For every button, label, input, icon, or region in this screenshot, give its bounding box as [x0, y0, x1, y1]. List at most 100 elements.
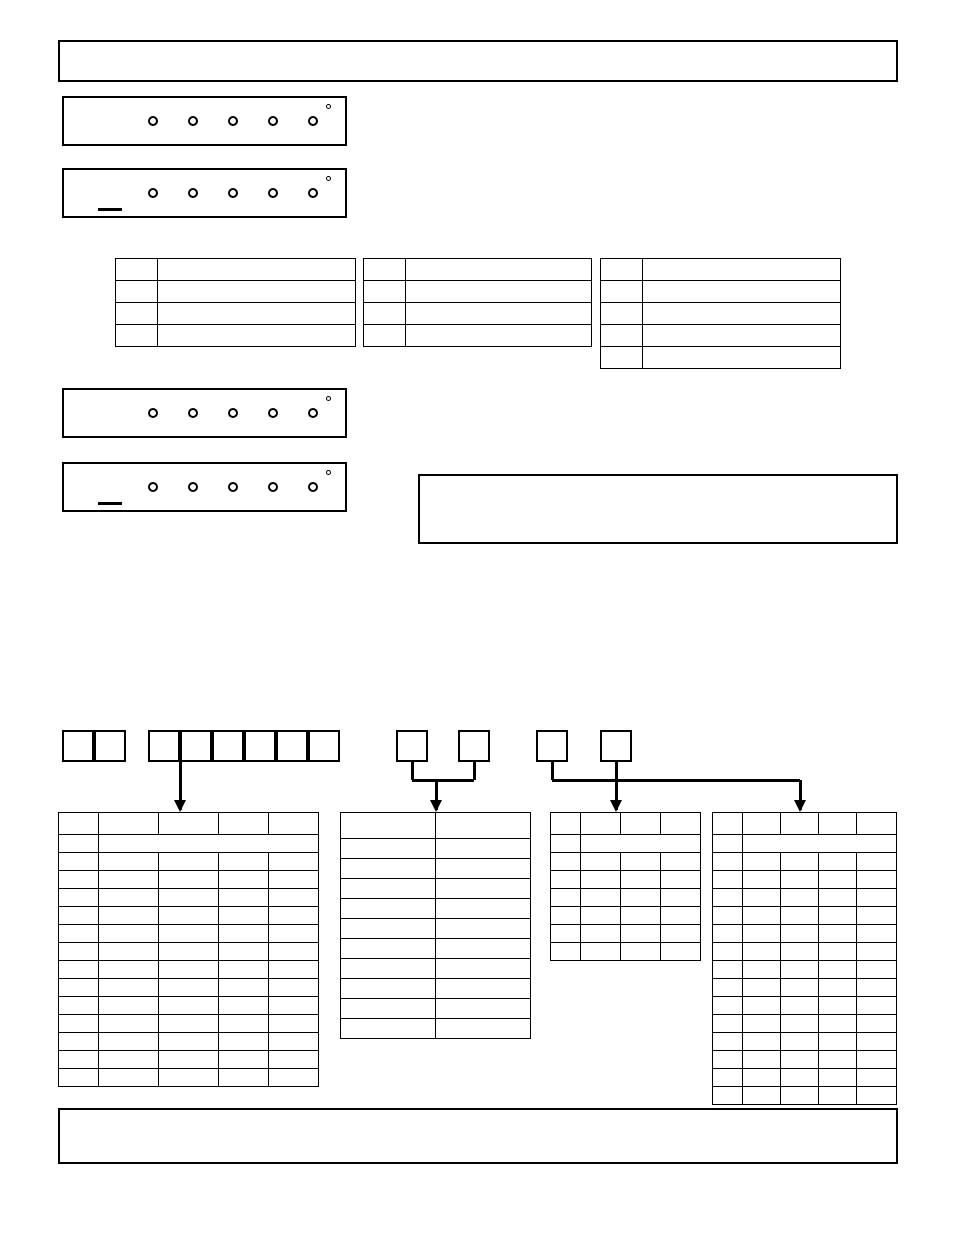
pinhole-icon	[326, 470, 331, 475]
cell	[99, 1051, 159, 1069]
cell	[857, 889, 897, 907]
cell	[159, 997, 219, 1015]
knob-icon	[228, 408, 238, 418]
cell	[158, 281, 356, 303]
cell	[661, 943, 701, 961]
cell	[819, 1087, 857, 1105]
cell	[781, 943, 819, 961]
cell	[159, 979, 219, 997]
code-box	[244, 730, 276, 762]
cell	[781, 925, 819, 943]
cell	[436, 1019, 531, 1039]
cell	[819, 1069, 857, 1087]
cell	[436, 979, 531, 999]
code-box	[180, 730, 212, 762]
cell	[341, 919, 436, 939]
knob-icon	[188, 188, 198, 198]
cell	[743, 1033, 781, 1051]
cell	[364, 259, 406, 281]
cell	[713, 853, 743, 871]
cell	[59, 979, 99, 997]
cell	[99, 1033, 159, 1051]
cell	[819, 853, 857, 871]
cell	[743, 961, 781, 979]
cell	[581, 907, 621, 925]
code-box	[396, 730, 428, 762]
cell	[59, 1015, 99, 1033]
lower-table-d	[712, 812, 897, 1105]
knob-icon	[188, 482, 198, 492]
knob-icon	[268, 408, 278, 418]
header-cell	[661, 813, 701, 835]
cell	[551, 889, 581, 907]
mid-table-mid	[363, 258, 592, 347]
cell	[406, 303, 592, 325]
cell	[551, 853, 581, 871]
cell	[857, 907, 897, 925]
header-cell	[781, 813, 819, 835]
code-box	[94, 730, 126, 762]
header-cell	[99, 813, 159, 835]
cell	[116, 259, 158, 281]
side-note-box	[418, 474, 898, 544]
mid-table-right	[600, 258, 841, 369]
panel-mark	[98, 502, 122, 505]
lower-table-b	[340, 812, 531, 1039]
cell	[159, 907, 219, 925]
cell	[713, 1087, 743, 1105]
cell	[159, 1051, 219, 1069]
cell	[621, 871, 661, 889]
cell	[99, 907, 159, 925]
header-cell	[436, 813, 531, 839]
cell	[601, 303, 643, 325]
cell	[341, 899, 436, 919]
cell	[781, 997, 819, 1015]
cell	[713, 997, 743, 1015]
cell	[269, 1015, 319, 1033]
arrow-down-icon	[430, 800, 442, 812]
cell	[857, 961, 897, 979]
cell	[819, 1015, 857, 1033]
cell	[219, 997, 269, 1015]
cell	[59, 871, 99, 889]
cell	[819, 979, 857, 997]
knob-icon	[268, 116, 278, 126]
panel-c	[62, 388, 347, 438]
cell	[781, 1069, 819, 1087]
cell	[581, 889, 621, 907]
knob-icon	[148, 482, 158, 492]
cell	[743, 1015, 781, 1033]
cell	[341, 959, 436, 979]
knob-icon	[308, 408, 318, 418]
cell	[269, 961, 319, 979]
cell	[219, 907, 269, 925]
knob-icon	[308, 482, 318, 492]
cell	[116, 325, 158, 347]
cell	[643, 281, 841, 303]
cell	[59, 1069, 99, 1087]
cell	[819, 1033, 857, 1051]
knob-icon	[188, 116, 198, 126]
cell	[59, 925, 99, 943]
cell	[219, 871, 269, 889]
cell	[59, 889, 99, 907]
cell	[159, 925, 219, 943]
cell	[551, 925, 581, 943]
knob-icon	[228, 482, 238, 492]
cell	[643, 347, 841, 369]
cell	[819, 871, 857, 889]
cell	[436, 859, 531, 879]
cell	[743, 943, 781, 961]
cell	[781, 871, 819, 889]
cell	[819, 889, 857, 907]
header-cell	[159, 813, 219, 835]
cell	[601, 281, 643, 303]
cell	[219, 961, 269, 979]
cell	[116, 281, 158, 303]
arrow-down-icon	[794, 800, 806, 812]
mid-table-left	[115, 258, 356, 347]
cell	[819, 907, 857, 925]
cell	[857, 925, 897, 943]
cell	[99, 943, 159, 961]
span-cell	[743, 835, 897, 853]
